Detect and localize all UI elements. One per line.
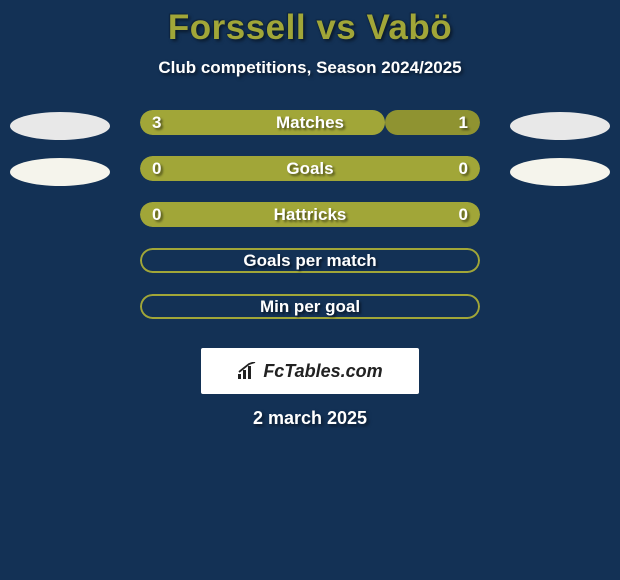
stat-label: Min per goal bbox=[140, 294, 480, 319]
stat-row: Min per goal bbox=[0, 294, 620, 340]
logo-box: FcTables.com bbox=[201, 348, 419, 394]
stat-bar: Goals0 0 bbox=[140, 156, 480, 181]
date-label: 2 march 2025 bbox=[0, 408, 620, 429]
stat-value-left: 3 bbox=[152, 110, 161, 135]
stat-value-right: 1 bbox=[459, 110, 468, 135]
stat-row: Goals per match bbox=[0, 248, 620, 294]
stats-area: Matches31Goals00Hattricks00Goals per mat… bbox=[0, 110, 620, 340]
logo-text: FcTables.com bbox=[263, 361, 382, 382]
player-marker-right bbox=[510, 112, 610, 140]
stat-label: Hattricks bbox=[140, 202, 480, 227]
stat-value-left: 0 bbox=[152, 156, 161, 181]
stat-label: Goals per match bbox=[140, 248, 480, 273]
stat-bar: Hattricks0 0 bbox=[140, 202, 480, 227]
stat-row: Matches3 1 bbox=[0, 110, 620, 156]
subtitle: Club competitions, Season 2024/2025 bbox=[0, 58, 620, 78]
player-marker-right bbox=[510, 158, 610, 186]
page-title: Forssell vs Vabö bbox=[0, 0, 620, 48]
stat-bar: Min per goal bbox=[140, 294, 480, 319]
stat-value-left: 0 bbox=[152, 202, 161, 227]
logo: FcTables.com bbox=[237, 361, 382, 382]
stat-label: Matches bbox=[140, 110, 480, 135]
stat-row: Goals0 0 bbox=[0, 156, 620, 202]
stat-value-right: 0 bbox=[459, 156, 468, 181]
stat-label: Goals bbox=[140, 156, 480, 181]
stat-value-right: 0 bbox=[459, 202, 468, 227]
comparison-infographic: Forssell vs Vabö Club competitions, Seas… bbox=[0, 0, 620, 429]
player-marker-left bbox=[10, 112, 110, 140]
player-marker-left bbox=[10, 158, 110, 186]
stat-bar: Goals per match bbox=[140, 248, 480, 273]
stat-bar: Matches3 1 bbox=[140, 110, 480, 135]
stat-row: Hattricks0 0 bbox=[0, 202, 620, 248]
chart-icon bbox=[237, 362, 259, 380]
